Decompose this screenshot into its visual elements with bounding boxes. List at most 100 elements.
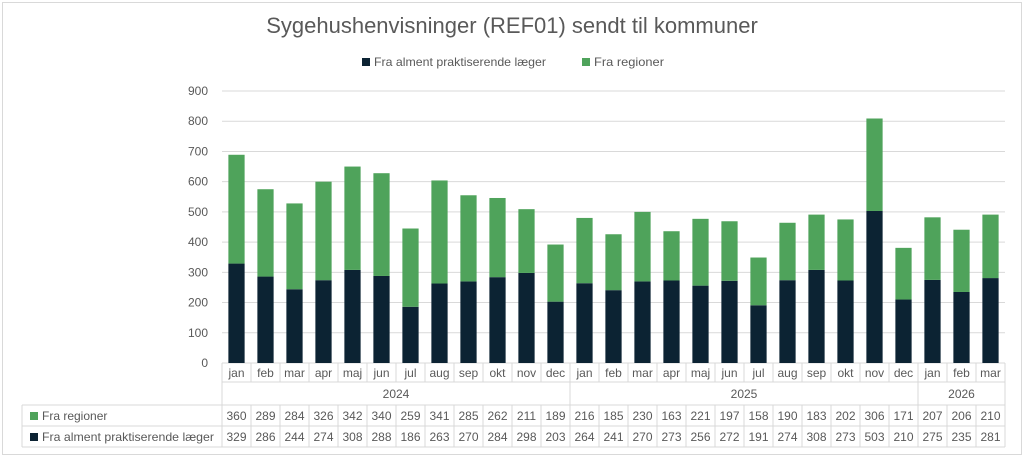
data-label-regioner: 230 [632, 409, 652, 423]
bar-laeger [750, 305, 767, 363]
data-label-regioner: 360 [226, 409, 246, 423]
data-label-regioner: 326 [313, 409, 333, 423]
bar-regioner [721, 221, 738, 281]
data-label-regioner: 262 [487, 409, 507, 423]
data-label-regioner: 342 [342, 409, 362, 423]
legend-label-regioner: Fra regioner [594, 55, 664, 69]
bar-laeger [431, 283, 448, 363]
bar-laeger [634, 281, 651, 363]
bar-laeger [315, 280, 332, 363]
data-label-regioner: 306 [864, 409, 884, 423]
data-label-laeger: 308 [342, 430, 362, 444]
x-tick-label: mar [980, 366, 1001, 380]
data-label-laeger: 275 [922, 430, 942, 444]
data-label-laeger: 270 [632, 430, 652, 444]
x-tick-label: feb [257, 366, 274, 380]
data-label-regioner: 163 [661, 409, 681, 423]
data-label-laeger: 264 [574, 430, 594, 444]
bar-regioner [924, 217, 941, 280]
bar-regioner [257, 189, 274, 277]
x-tick-label: aug [777, 366, 797, 380]
data-label-laeger: 210 [893, 430, 913, 444]
data-label-regioner: 221 [690, 409, 710, 423]
bar-laeger [692, 285, 709, 363]
y-tick-label: 700 [188, 144, 208, 158]
x-tick-label: jun [372, 366, 389, 380]
data-label-laeger: 329 [226, 430, 246, 444]
data-label-regioner: 158 [748, 409, 768, 423]
x-tick-label: aug [429, 366, 449, 380]
data-label-laeger: 272 [719, 430, 739, 444]
bar-regioner [460, 195, 477, 282]
year-label: 2024 [383, 387, 410, 401]
data-label-laeger: 274 [313, 430, 333, 444]
bar-laeger [547, 301, 564, 363]
bar-regioner [895, 247, 912, 300]
bar-laeger [373, 275, 390, 363]
x-tick-label: sep [807, 366, 827, 380]
data-label-regioner: 210 [980, 409, 1000, 423]
x-tick-label: apr [663, 366, 680, 380]
bar-regioner [315, 181, 332, 281]
bar-laeger [837, 280, 854, 363]
bar-laeger [518, 272, 535, 363]
data-label-regioner: 189 [545, 409, 565, 423]
bar-regioner [779, 222, 796, 281]
bar-regioner [808, 214, 825, 270]
data-label-regioner: 284 [284, 409, 304, 423]
data-label-regioner: 259 [400, 409, 420, 423]
y-tick-label: 400 [188, 235, 208, 249]
y-tick-label: 100 [188, 326, 208, 340]
year-label: 2026 [948, 387, 975, 401]
x-tick-label: feb [953, 366, 970, 380]
bar-laeger [460, 281, 477, 363]
data-label-regioner: 190 [777, 409, 797, 423]
bar-laeger [924, 279, 941, 363]
data-label-laeger: 286 [255, 430, 275, 444]
legend-swatch-laeger [362, 58, 370, 66]
data-label-regioner: 216 [574, 409, 594, 423]
data-label-regioner: 211 [517, 409, 536, 423]
data-label-laeger: 308 [806, 430, 826, 444]
bar-regioner [431, 180, 448, 284]
bar-laeger [228, 263, 245, 363]
x-tick-label: feb [605, 366, 622, 380]
data-label-laeger: 503 [864, 430, 884, 444]
y-tick-label: 500 [188, 205, 208, 219]
y-tick-label: 800 [188, 114, 208, 128]
data-label-laeger: 281 [980, 430, 1000, 444]
x-tick-label: okt [837, 366, 854, 380]
data-label-laeger: 186 [400, 430, 420, 444]
bar-laeger [808, 269, 825, 363]
data-label-regioner: 202 [835, 409, 855, 423]
bar-regioner [402, 228, 419, 307]
bar-regioner [634, 211, 651, 282]
data-label-laeger: 273 [661, 430, 681, 444]
data-label-regioner: 289 [255, 409, 275, 423]
x-tick-label: mar [284, 366, 305, 380]
bar-laeger [895, 299, 912, 363]
bar-regioner [489, 197, 506, 278]
data-label-regioner: 171 [893, 409, 913, 423]
x-tick-label: jan [575, 366, 592, 380]
bar-laeger [576, 283, 593, 363]
bar-laeger [779, 280, 796, 363]
bar-laeger [721, 280, 738, 363]
data-label-laeger: 256 [690, 430, 710, 444]
data-label-regioner: 183 [806, 409, 826, 423]
table-legend-swatch-laeger [30, 433, 38, 441]
y-tick-label: 300 [188, 265, 208, 279]
x-tick-label: maj [343, 366, 362, 380]
bar-laeger [605, 290, 622, 363]
data-label-regioner: 207 [922, 409, 942, 423]
y-tick-label: 900 [188, 84, 208, 98]
data-label-regioner: 185 [603, 409, 623, 423]
x-tick-label: nov [865, 366, 884, 380]
data-label-regioner: 197 [719, 409, 739, 423]
bar-laeger [344, 269, 361, 363]
bar-laeger [402, 306, 419, 363]
data-label-laeger: 203 [545, 430, 565, 444]
legend-swatch-regioner [582, 58, 590, 66]
y-tick-label: 600 [188, 175, 208, 189]
